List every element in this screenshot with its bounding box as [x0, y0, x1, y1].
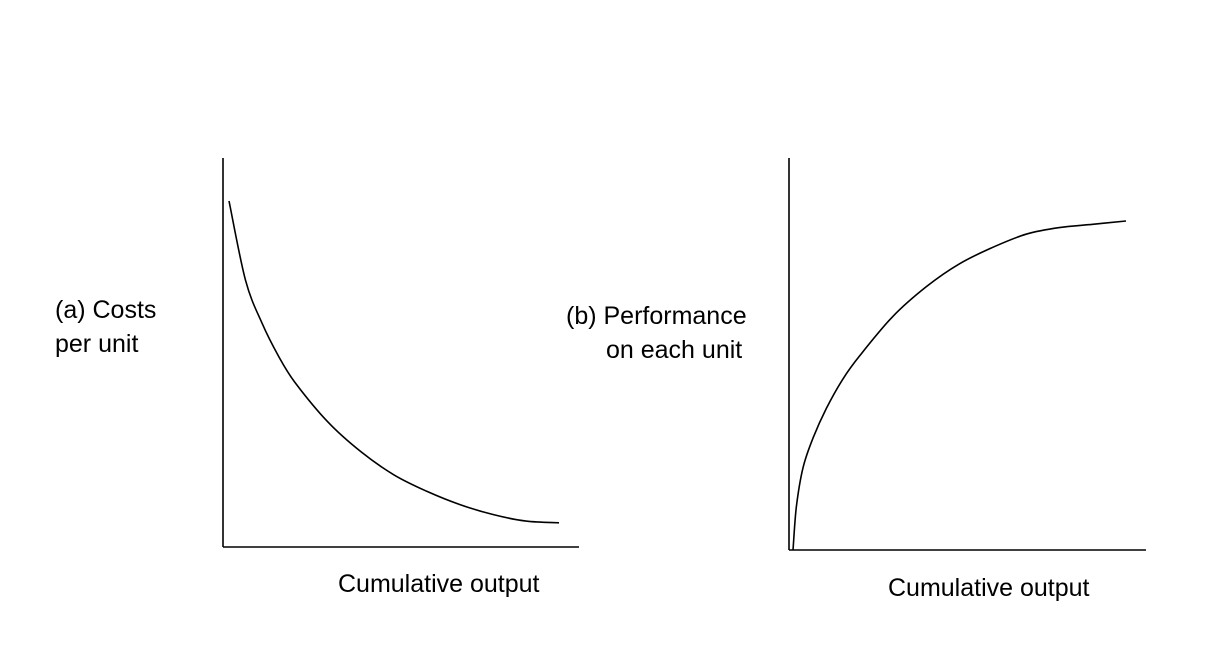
y-axis-label-b-line2: on each unit: [606, 336, 743, 364]
panel-b-performance-curve: [792, 220, 1127, 551]
panel-a: [222, 158, 579, 548]
y-axis-label-a: (a) Costs per unit: [55, 293, 156, 361]
x-axis-label-b: Cumulative output: [888, 574, 1090, 602]
y-axis-label-a-line1: (a) Costs: [55, 296, 157, 324]
panel-b: [788, 158, 1146, 551]
y-axis-label-b-line1: (b) Performance: [566, 302, 747, 330]
panel-a-cost-curve: [228, 200, 560, 524]
x-axis-label-a: Cumulative output: [338, 570, 540, 598]
y-axis-label-b: (b) Performance on each unit: [566, 299, 747, 367]
y-axis-label-a-line2: per unit: [55, 330, 139, 358]
